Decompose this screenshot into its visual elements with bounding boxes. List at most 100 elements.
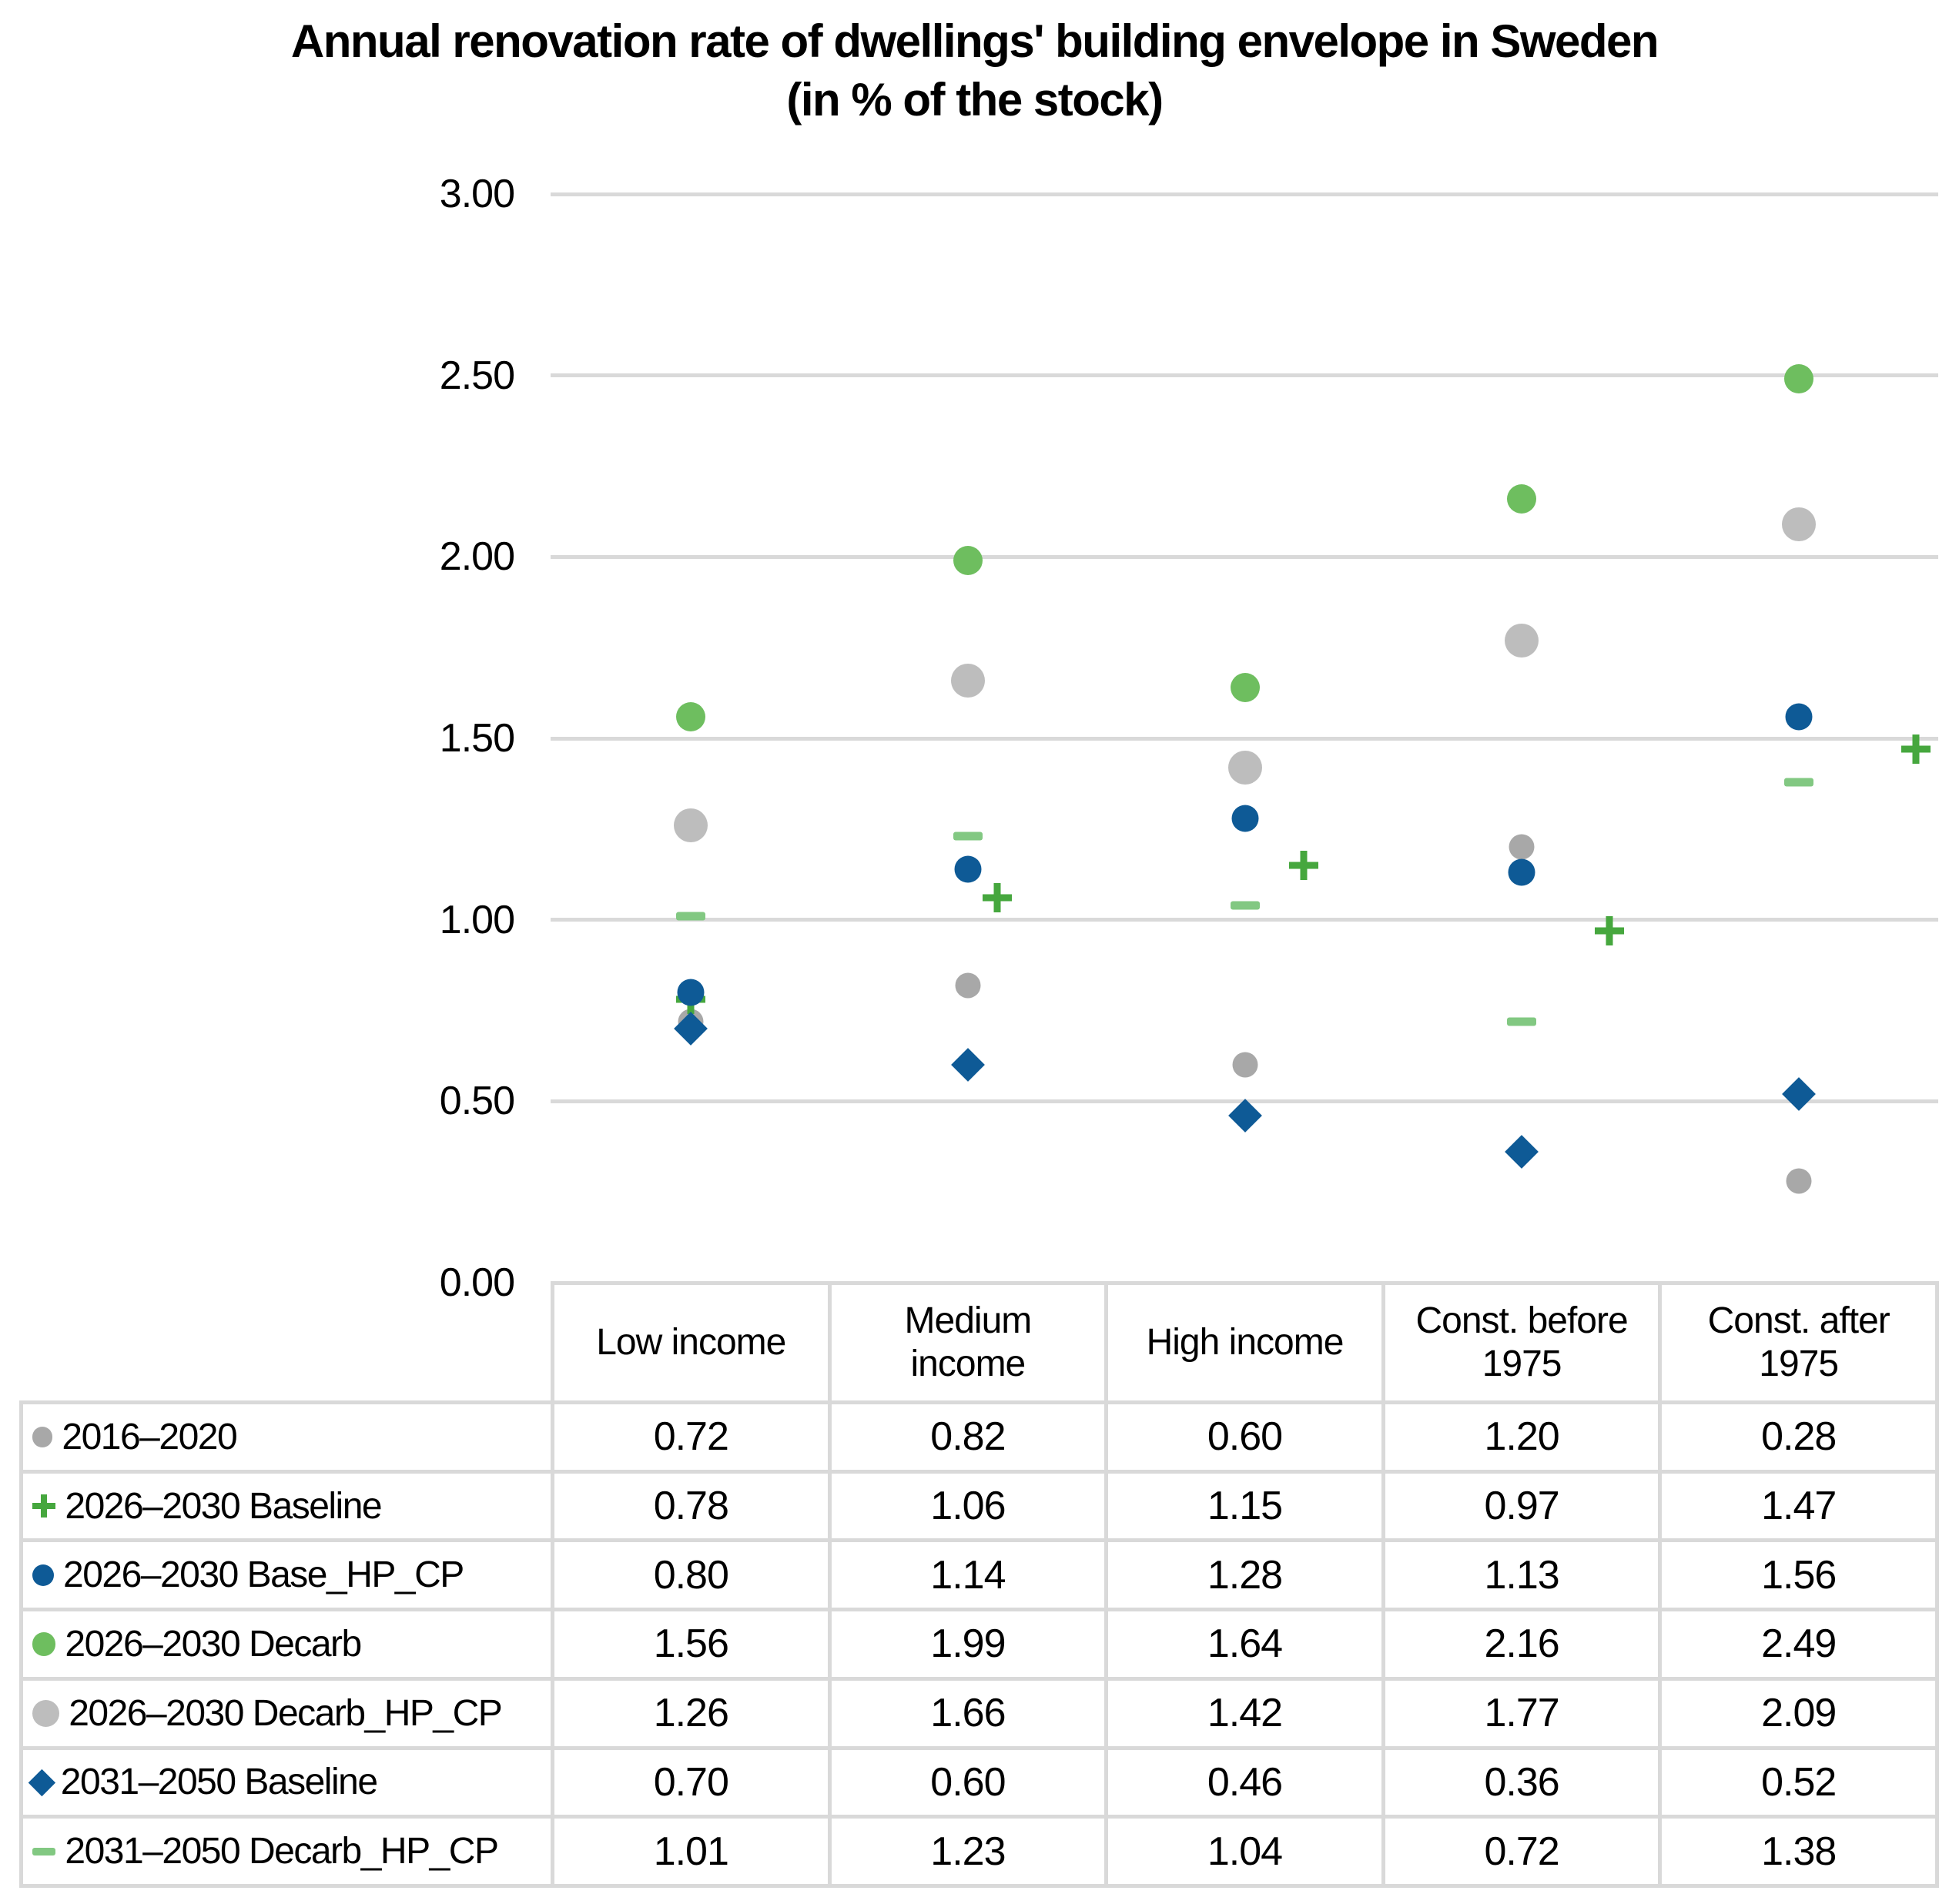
circle-marker-icon — [32, 1427, 53, 1447]
data-point — [1785, 703, 1813, 731]
data-point — [1227, 1099, 1262, 1133]
data-point — [1781, 507, 1816, 541]
table-value-cell: 1.66 — [831, 1680, 1105, 1746]
table-value-cell: 2.16 — [1385, 1611, 1659, 1677]
plot-area: 0.00 0.50 1.00 1.50 2.00 2.50 3.00 — [0, 0, 1949, 1286]
circle-marker-icon — [32, 1699, 60, 1727]
table-value-cell: 0.97 — [1385, 1473, 1659, 1539]
gridline — [551, 373, 1938, 378]
data-point — [1786, 1168, 1812, 1194]
data-point — [955, 972, 981, 998]
data-point — [1230, 901, 1260, 910]
data-point — [1232, 1052, 1257, 1078]
y-axis-tick-label: 2.50 — [439, 353, 515, 398]
data-point — [983, 883, 1012, 912]
legend-row: 2031–2050 Baseline — [23, 1749, 551, 1815]
y-axis-tick-label: 2.00 — [439, 534, 515, 580]
table-value-cell: 1.64 — [1108, 1611, 1381, 1677]
data-point — [1508, 858, 1535, 886]
table-value-cell: 0.52 — [1662, 1749, 1935, 1815]
table-value-cell: 1.01 — [554, 1819, 828, 1884]
circle-marker-icon — [32, 1632, 56, 1656]
data-point — [1230, 673, 1260, 703]
y-axis-tick-label: 0.50 — [439, 1079, 515, 1124]
dash-marker-icon — [32, 1847, 56, 1855]
table-value-cell: 0.36 — [1385, 1749, 1659, 1815]
legend-label: 2026–2030 Baseline — [65, 1485, 382, 1527]
gridline — [551, 736, 1938, 741]
data-point — [950, 1048, 985, 1083]
table-value-cell: 2.49 — [1662, 1611, 1935, 1677]
table-value-cell: 1.77 — [1385, 1680, 1659, 1746]
gridline — [551, 192, 1938, 196]
y-axis-tick-label: 1.50 — [439, 716, 515, 761]
data-point — [676, 912, 706, 921]
legend-label: 2026–2030 Base_HP_CP — [63, 1554, 464, 1596]
table-value-cell: 1.28 — [1108, 1542, 1381, 1608]
data-point — [1783, 364, 1813, 394]
table-header-cell: Const. after 1975 — [1662, 1285, 1935, 1400]
table-value-cell: 1.42 — [1108, 1680, 1381, 1746]
data-point — [1227, 750, 1262, 785]
table-value-cell: 1.23 — [831, 1819, 1105, 1884]
table-value-cell: 1.99 — [831, 1611, 1105, 1677]
legend-row: 2026–2030 Decarb — [23, 1611, 551, 1677]
table-header-cell: Const. before 1975 — [1385, 1285, 1659, 1400]
table-value-cell: 1.56 — [554, 1611, 828, 1677]
chart-title-block: Annual renovation rate of dwellings' bui… — [0, 12, 1949, 129]
table-value-cell: 1.04 — [1108, 1819, 1381, 1884]
y-axis-tick-label: 1.00 — [439, 897, 515, 942]
data-point — [953, 832, 983, 841]
table-value-cell: 2.09 — [1662, 1680, 1935, 1746]
legend-row: 2026–2030 Baseline — [23, 1473, 551, 1539]
table-header-cell: Low income — [554, 1285, 828, 1400]
table-value-cell: 0.80 — [554, 1542, 828, 1608]
data-point — [1509, 834, 1535, 860]
y-axis-tick-label: 0.00 — [439, 1260, 515, 1305]
table-value-cell: 1.56 — [1662, 1542, 1935, 1608]
table-value-cell: 1.26 — [554, 1680, 828, 1746]
legend-row: 2016–2020 — [23, 1404, 551, 1470]
legend-label: 2031–2050 Baseline — [60, 1762, 378, 1803]
table-value-cell: 0.78 — [554, 1473, 828, 1539]
legend-label: 2016–2020 — [62, 1416, 237, 1457]
table-value-cell: 1.20 — [1385, 1404, 1659, 1470]
data-point — [1505, 1135, 1539, 1170]
legend-row: 2026–2030 Decarb_HP_CP — [23, 1680, 551, 1746]
data-point — [674, 808, 708, 843]
table-value-cell: 0.60 — [831, 1749, 1105, 1815]
data-point — [1595, 916, 1624, 945]
table-header-cell: Medium income — [831, 1285, 1105, 1400]
legend-label: 2026–2030 Decarb — [65, 1623, 362, 1665]
data-point — [1901, 734, 1931, 764]
table-value-cell: 0.72 — [1385, 1819, 1659, 1884]
legend-label: 2026–2030 Decarb_HP_CP — [69, 1692, 503, 1734]
data-point — [1505, 623, 1539, 658]
table-value-cell: 0.28 — [1662, 1404, 1935, 1470]
data-point — [1783, 778, 1813, 787]
data-point — [1289, 851, 1318, 880]
table-value-cell: 0.46 — [1108, 1749, 1381, 1815]
gridline — [551, 918, 1938, 922]
table-value-cell: 1.13 — [1385, 1542, 1659, 1608]
data-point — [1781, 1076, 1816, 1111]
data-table: Low income Medium income High income Const.… — [551, 1281, 1939, 1888]
legend-table: 2016–2020 2026–2030 Baseline 2026–2030 Bas… — [19, 1400, 554, 1888]
chart-subtitle: (in % of the stock) — [786, 74, 1164, 125]
table-value-cell: 1.06 — [831, 1473, 1105, 1539]
gridline — [551, 554, 1938, 559]
data-point — [950, 663, 985, 698]
diamond-marker-icon — [28, 1768, 55, 1796]
chart-title: Annual renovation rate of dwellings' bui… — [290, 15, 1659, 67]
table-value-cell: 0.82 — [831, 1404, 1105, 1470]
legend-label: 2031–2050 Decarb_HP_CP — [65, 1831, 499, 1872]
table-value-cell: 1.15 — [1108, 1473, 1381, 1539]
data-point — [1231, 805, 1258, 832]
data-point — [676, 701, 706, 731]
legend-row: 2031–2050 Decarb_HP_CP — [23, 1819, 551, 1884]
y-axis-tick-label: 3.00 — [439, 172, 515, 216]
table-value-cell: 1.14 — [831, 1542, 1105, 1608]
table-value-cell: 1.47 — [1662, 1473, 1935, 1539]
plus-marker-icon — [32, 1494, 55, 1518]
